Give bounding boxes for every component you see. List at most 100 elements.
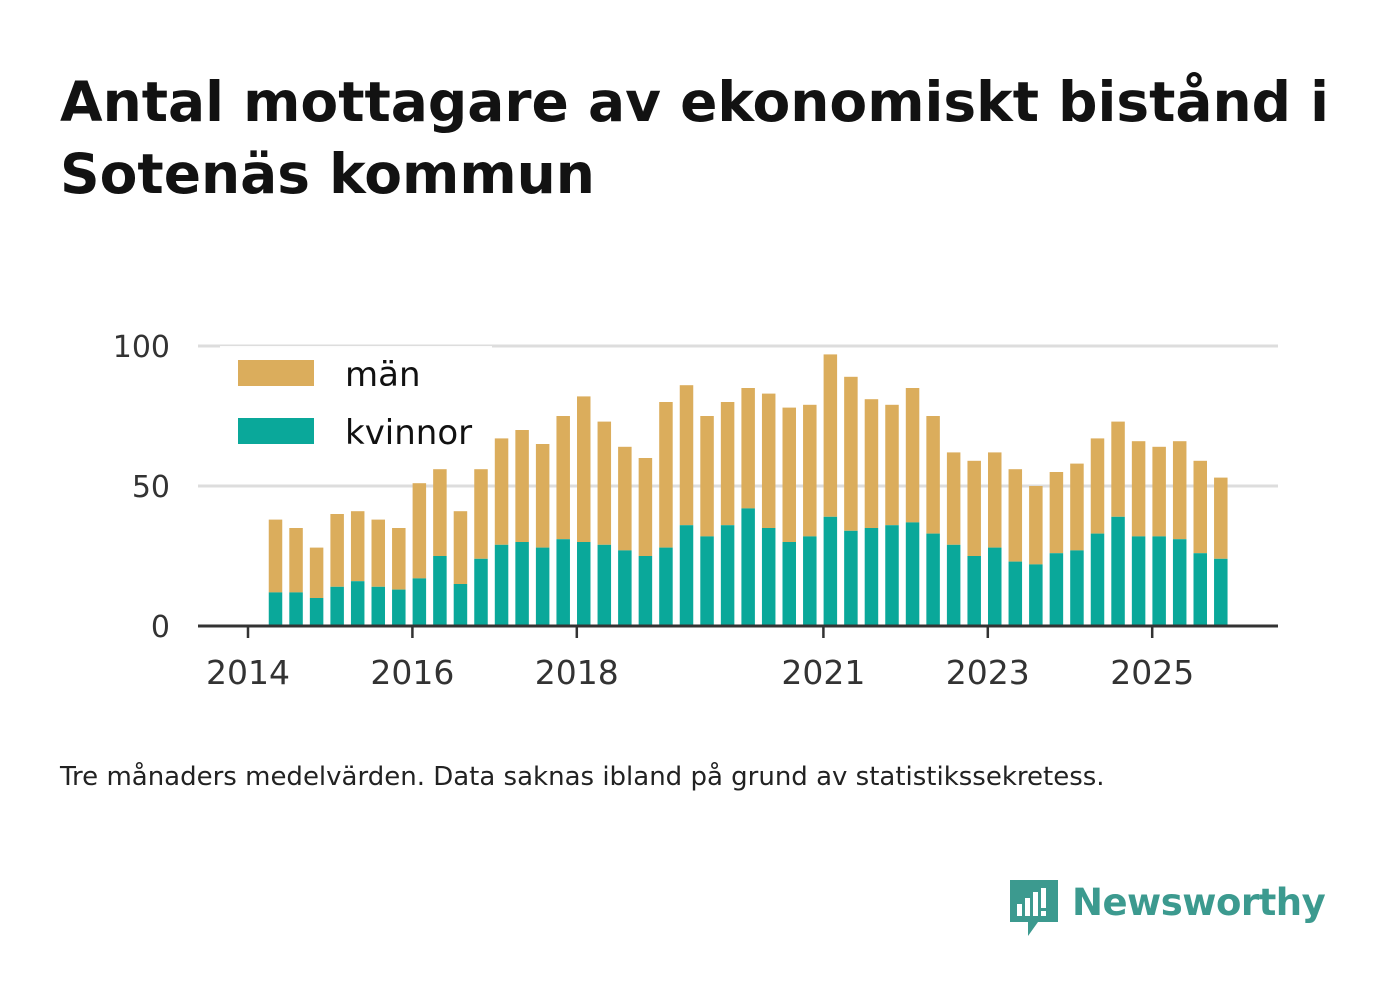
bar-women-2018-Q3	[618, 550, 632, 626]
bar-men-2014-Q4	[309, 547, 324, 598]
bar-men-2020-Q1	[741, 388, 755, 509]
bar-women-2025-Q4	[1214, 558, 1228, 626]
bar-women-2017-Q3	[535, 547, 550, 626]
bar-men-2014-Q3	[289, 528, 303, 593]
bar-men-2015-Q1	[330, 514, 344, 587]
bar-women-2015-Q1	[330, 586, 344, 626]
bar-women-2021-Q4	[885, 525, 899, 626]
bar-men-2017-Q2	[515, 430, 529, 542]
y-tick-label-0: 0	[151, 610, 170, 645]
bar-men-2016-Q1	[412, 483, 427, 579]
bar-men-2025-Q3	[1193, 460, 1207, 554]
bar-women-2021-Q3	[864, 528, 879, 626]
bar-men-2022-Q1	[905, 388, 920, 523]
bar-men-2021-Q1	[823, 354, 838, 517]
bar-men-2023-Q4	[1049, 472, 1064, 554]
bar-men-2024-Q4	[1131, 441, 1146, 537]
bar-women-2016-Q1	[412, 578, 427, 626]
y-tick-label-50: 50	[132, 470, 170, 505]
chart-title: Antal mottagare av ekonomiskt bistånd i …	[60, 70, 1330, 206]
bar-women-2023-Q2	[1008, 561, 1023, 626]
bar-women-2018-Q1	[577, 542, 591, 626]
y-tick-label-100: 100	[113, 330, 170, 365]
bar-men-2016-Q2	[433, 469, 447, 556]
bar-women-2016-Q4	[474, 558, 488, 626]
bar-men-2025-Q4	[1214, 477, 1228, 559]
bar-women-2014-Q3	[289, 592, 303, 626]
x-tick-label-2018: 2018	[535, 653, 619, 692]
bar-men-2024-Q2	[1090, 438, 1105, 534]
bar-women-2014-Q4	[309, 598, 324, 626]
bar-women-2017-Q2	[515, 542, 529, 626]
bar-men-2020-Q2	[761, 393, 776, 528]
bar-women-2020-Q1	[741, 508, 755, 626]
bar-men-2018-Q2	[597, 421, 612, 545]
bar-men-2016-Q4	[474, 469, 488, 559]
bar-women-2017-Q1	[494, 544, 509, 626]
newsworthy-logo-icon	[1010, 880, 1058, 936]
legend-label-women: kvinnor	[345, 413, 472, 453]
bar-men-2014-Q2	[268, 519, 283, 593]
bar-women-2023-Q3	[1029, 564, 1043, 626]
legend-swatch-men	[238, 360, 314, 386]
bar-women-2024-Q3	[1111, 516, 1125, 626]
bar-women-2015-Q3	[371, 586, 385, 626]
bar-women-2024-Q2	[1090, 533, 1105, 626]
bar-women-2018-Q4	[638, 556, 653, 626]
bar-men-2018-Q3	[618, 446, 632, 551]
bar-women-2015-Q2	[350, 581, 365, 626]
legend-swatch-women	[238, 418, 314, 444]
x-tick-label-2016: 2016	[370, 653, 454, 692]
bar-men-2019-Q3	[700, 416, 714, 537]
bar-men-2019-Q2	[679, 385, 694, 526]
bar-women-2022-Q4	[967, 556, 981, 626]
bar-women-2020-Q4	[803, 536, 817, 626]
bar-men-2022-Q3	[946, 452, 961, 545]
bar-men-2024-Q1	[1070, 463, 1084, 551]
bar-men-2025-Q1	[1152, 446, 1166, 537]
bars	[268, 354, 1228, 626]
bar-women-2021-Q1	[823, 516, 838, 626]
chart-caption: Tre månaders medelvärden. Data saknas ib…	[60, 762, 1105, 792]
bar-women-2022-Q3	[946, 544, 961, 626]
axes: 0 50 100 2014 2016 2018 2021 2023 2025	[113, 330, 1278, 692]
bar-women-2023-Q4	[1049, 553, 1064, 626]
bar-men-2015-Q2	[350, 511, 365, 582]
bar-men-2015-Q4	[392, 528, 406, 590]
bar-women-2016-Q3	[453, 584, 468, 626]
bar-men-2017-Q3	[535, 444, 550, 548]
bar-men-2020-Q3	[782, 407, 796, 542]
bar-women-2016-Q2	[433, 556, 447, 626]
bar-men-2024-Q3	[1111, 421, 1125, 517]
bar-women-2015-Q4	[392, 589, 406, 626]
bar-men-2020-Q4	[803, 404, 817, 537]
x-tick-label-2014: 2014	[206, 653, 290, 692]
bar-women-2020-Q2	[761, 528, 776, 626]
bar-men-2018-Q1	[577, 396, 591, 542]
bar-men-2017-Q4	[556, 416, 570, 540]
bar-women-2019-Q2	[679, 525, 694, 626]
bar-men-2015-Q3	[371, 519, 385, 587]
bar-women-2022-Q2	[926, 533, 940, 626]
bar-women-2022-Q1	[905, 522, 920, 626]
bar-women-2023-Q1	[988, 547, 1002, 626]
bar-men-2018-Q4	[638, 458, 653, 556]
bar-men-2022-Q4	[967, 460, 981, 556]
x-tick-label-2021: 2021	[781, 653, 865, 692]
bar-men-2023-Q1	[988, 452, 1002, 548]
x-tick-label-2025: 2025	[1110, 653, 1194, 692]
x-tick-label-2023: 2023	[946, 653, 1030, 692]
bar-women-2025-Q3	[1193, 553, 1207, 626]
bar-men-2023-Q2	[1008, 469, 1023, 562]
bar-men-2016-Q3	[453, 511, 468, 584]
bar-women-2014-Q2	[268, 592, 283, 626]
bar-women-2020-Q3	[782, 542, 796, 626]
bar-women-2025-Q2	[1172, 539, 1187, 626]
bar-women-2025-Q1	[1152, 536, 1166, 626]
brand-name: Newsworthy	[1072, 881, 1326, 924]
newsworthy-logo[interactable]: Newsworthy	[1008, 878, 1326, 940]
bar-men-2021-Q3	[864, 399, 879, 528]
bar-women-2018-Q2	[597, 544, 612, 626]
bar-women-2017-Q4	[556, 539, 570, 626]
